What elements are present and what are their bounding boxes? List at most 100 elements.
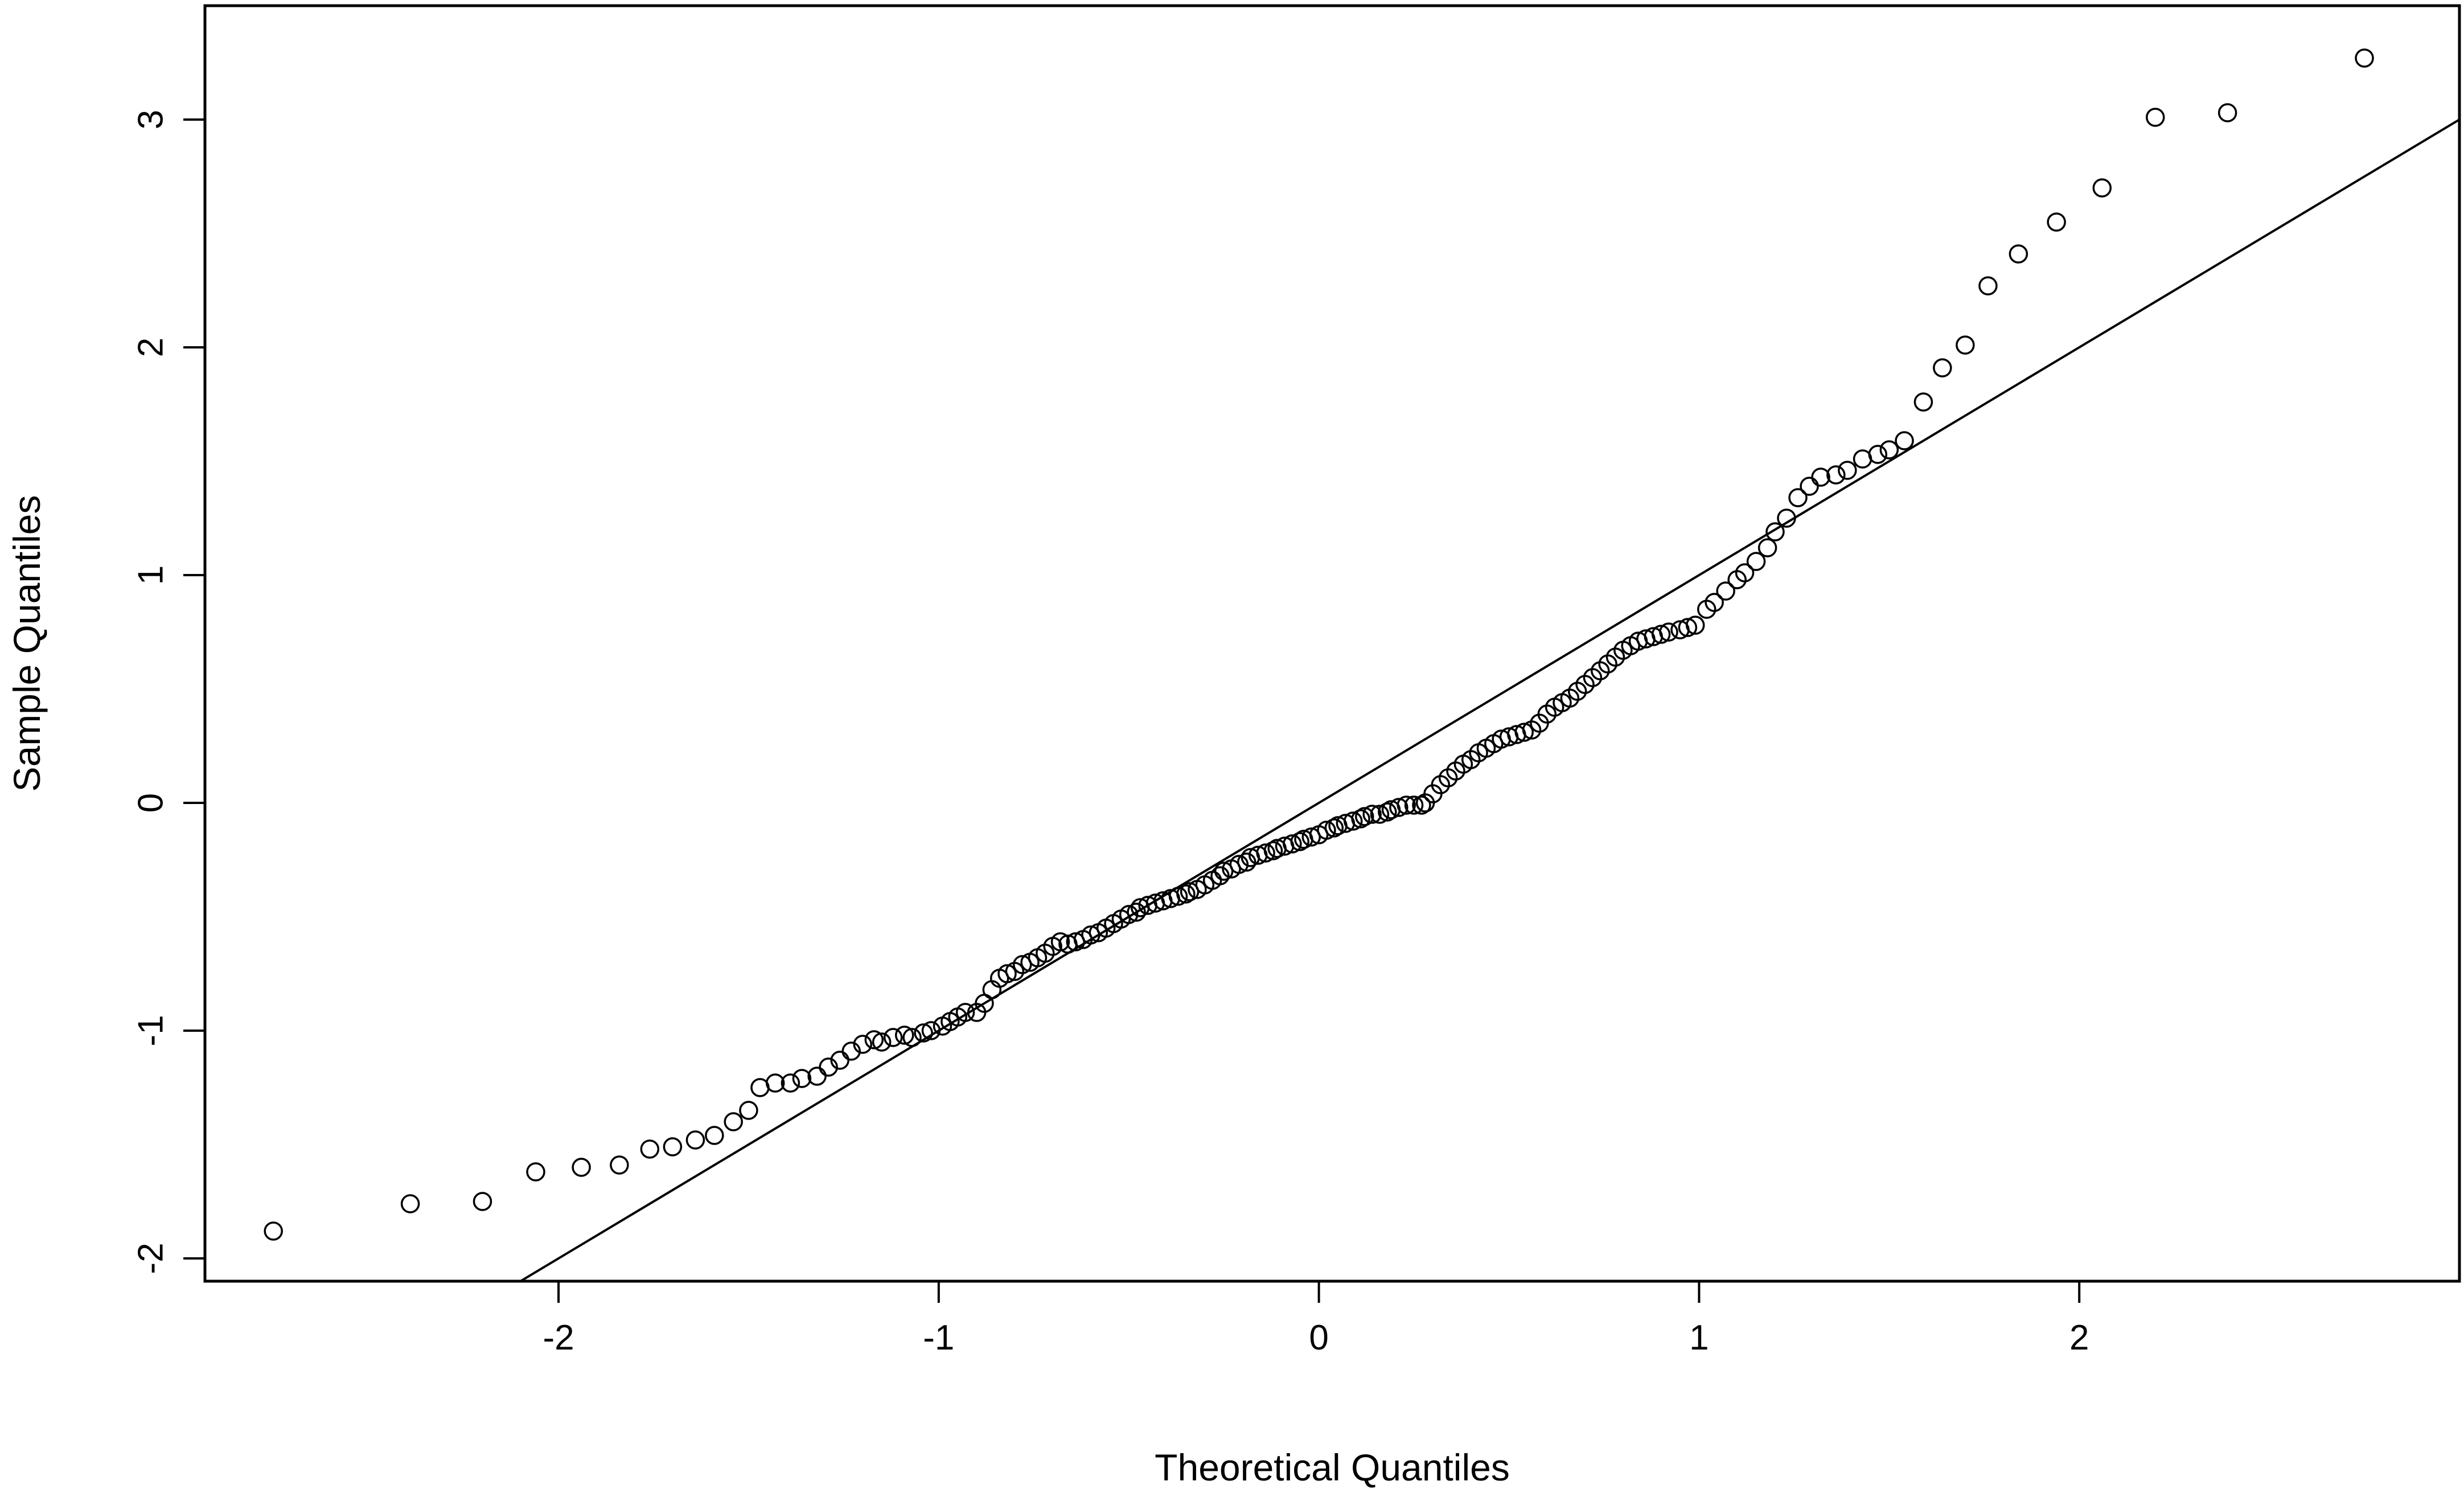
data-point	[1389, 798, 1408, 817]
data-point	[1651, 625, 1671, 644]
data-point	[1811, 467, 1830, 487]
data-point	[1283, 834, 1302, 854]
data-point	[1678, 618, 1698, 637]
data-point	[819, 1057, 838, 1077]
data-point	[1362, 805, 1382, 824]
data-point	[1290, 832, 1309, 851]
x-axis-title: Theoretical Quantiles	[1155, 1446, 1510, 1488]
data-point	[724, 1112, 743, 1131]
data-point	[526, 1162, 545, 1182]
data-point	[1913, 392, 1933, 412]
data-point	[1705, 593, 1724, 612]
data-point	[1397, 795, 1416, 815]
data-point	[1301, 827, 1321, 847]
data-point	[2146, 108, 2165, 127]
data-point	[1777, 508, 1796, 528]
data-point	[1659, 622, 1678, 642]
y-tick-label: -1	[132, 1015, 171, 1046]
data-point	[1168, 887, 1188, 906]
data-point	[853, 1035, 873, 1054]
data-point	[1081, 925, 1100, 945]
y-tick-label: 2	[132, 338, 171, 357]
data-point	[1317, 821, 1336, 840]
data-point	[2047, 212, 2066, 232]
data-point	[841, 1041, 861, 1061]
data-point	[1412, 795, 1431, 815]
data-point	[2217, 103, 2237, 122]
data-point	[1404, 795, 1424, 815]
data-point	[400, 1194, 420, 1213]
data-point	[830, 1051, 849, 1070]
data-point	[1514, 723, 1534, 742]
data-point	[264, 1221, 283, 1241]
y-axis-title: Sample Quantiles	[6, 495, 48, 792]
data-point	[1180, 882, 1200, 901]
data-point	[1013, 955, 1032, 974]
data-point	[921, 1021, 941, 1040]
data-point	[883, 1028, 903, 1047]
data-point	[997, 964, 1017, 983]
data-point	[1343, 811, 1363, 831]
y-tick-label: 3	[132, 110, 171, 129]
data-point	[1716, 581, 1735, 601]
data-point	[1229, 855, 1249, 874]
data-point	[663, 1137, 683, 1156]
data-point	[1127, 903, 1146, 922]
data-point	[872, 1032, 892, 1052]
x-tick-label: -2	[543, 1318, 574, 1357]
data-point	[2009, 244, 2028, 264]
data-point	[1355, 807, 1374, 826]
y-tick-label: 1	[132, 565, 171, 585]
data-point	[473, 1192, 492, 1211]
x-tick-label: 0	[1309, 1318, 1328, 1357]
y-tick-label: -2	[132, 1242, 171, 1274]
data-point	[1256, 843, 1275, 863]
data-point	[705, 1126, 724, 1145]
data-point	[1324, 818, 1344, 838]
data-point	[1868, 445, 1888, 464]
data-point	[1210, 866, 1230, 885]
x-tick-label: 2	[2069, 1318, 2089, 1357]
data-point	[640, 1139, 660, 1159]
data-point	[2092, 178, 2112, 198]
data-point	[2355, 48, 2374, 68]
data-point	[1800, 477, 1819, 496]
data-points	[264, 48, 2374, 1241]
data-point	[807, 1067, 827, 1086]
data-point	[1214, 862, 1234, 881]
data-point	[1838, 461, 1857, 480]
data-point	[902, 1028, 922, 1047]
data-point	[894, 1026, 914, 1045]
data-point	[1050, 932, 1070, 951]
data-point	[1746, 552, 1766, 571]
data-point	[781, 1073, 800, 1093]
data-point	[1788, 488, 1808, 507]
data-point	[1378, 802, 1397, 822]
data-point	[1933, 358, 1952, 378]
data-point	[1237, 852, 1256, 872]
data-point	[1895, 431, 1914, 450]
x-tick-label: 1	[1689, 1318, 1709, 1357]
data-point	[955, 1003, 975, 1022]
data-point	[792, 1069, 812, 1088]
data-point	[1956, 335, 1975, 355]
x-axis: -2 -1 0 1 2	[543, 1280, 2089, 1357]
data-point	[610, 1155, 629, 1175]
data-point	[1685, 616, 1705, 635]
data-point	[1879, 440, 1899, 460]
data-point	[1735, 563, 1755, 583]
reference-line	[518, 118, 2459, 1281]
data-point	[914, 1023, 933, 1043]
data-point	[685, 1130, 705, 1150]
data-point	[1370, 805, 1390, 824]
data-point	[1066, 932, 1085, 951]
data-point	[1176, 884, 1196, 904]
y-tick-label: 0	[132, 793, 171, 813]
data-point	[765, 1073, 785, 1093]
plot-frame	[203, 4, 2461, 1283]
data-point	[1978, 276, 1998, 296]
data-point	[1757, 538, 1777, 557]
data-point	[1119, 905, 1139, 924]
y-axis: -2 -1 0 1 2 3	[132, 110, 206, 1274]
